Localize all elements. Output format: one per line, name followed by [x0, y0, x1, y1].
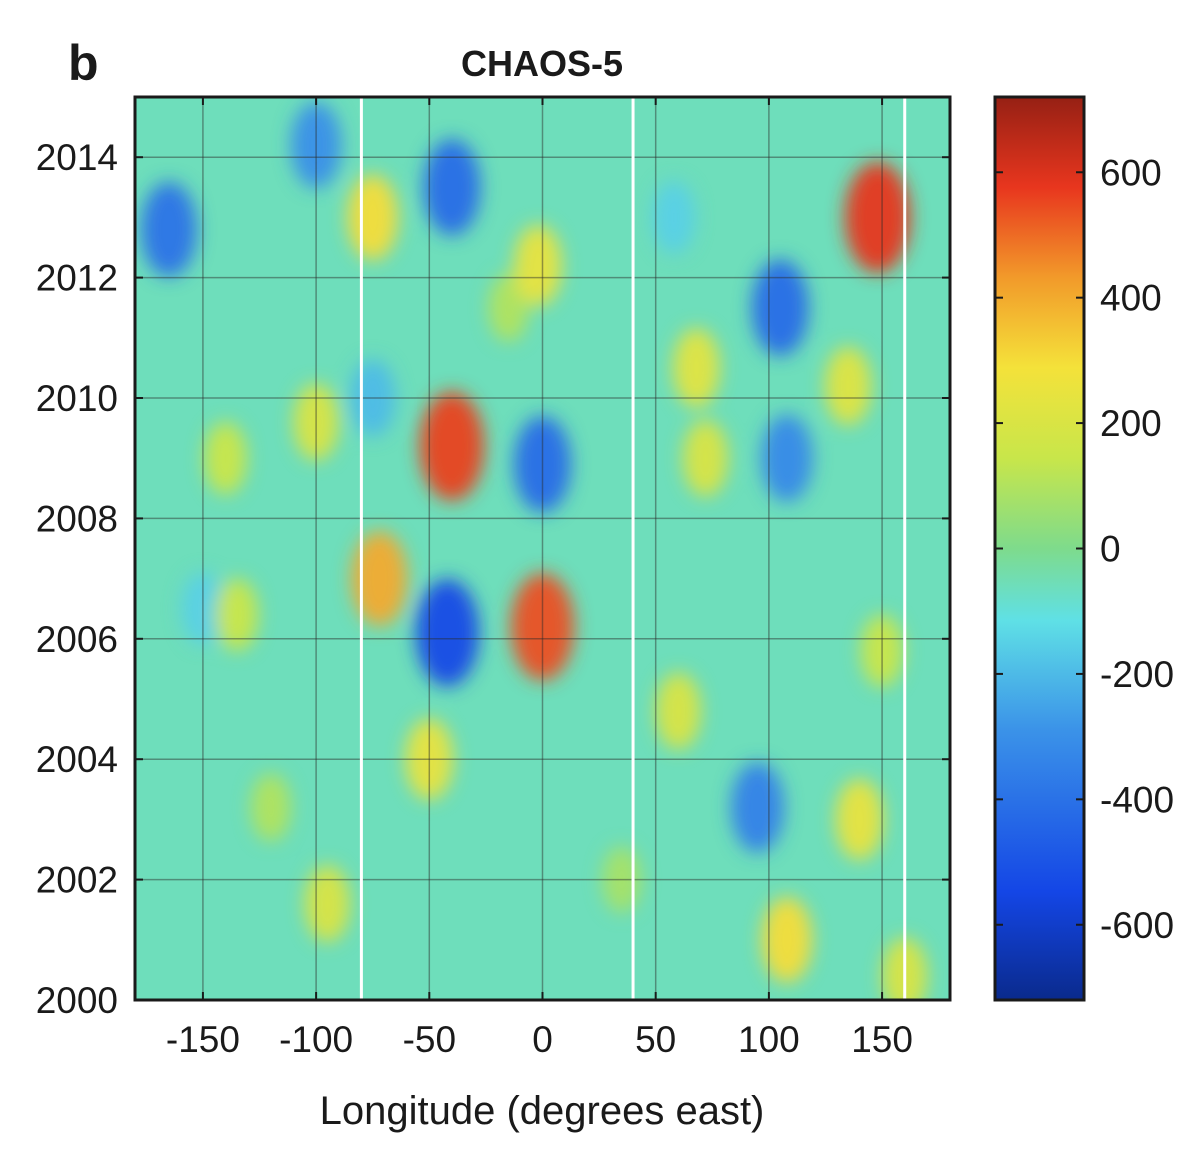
colorbar-tick-label: -600 [1100, 905, 1174, 946]
heatmap-blob [655, 672, 702, 750]
heatmap-blob [513, 415, 572, 513]
y-tick-label: 2000 [36, 980, 118, 1021]
x-tick-label: 100 [738, 1019, 800, 1060]
heatmap-blob [423, 138, 481, 236]
colorbar-tick-label: 200 [1100, 403, 1162, 444]
heatmap-blob [513, 224, 563, 307]
y-tick-label: 2002 [36, 860, 118, 901]
x-tick-label: 50 [635, 1019, 676, 1060]
heatmap-blob [672, 328, 720, 408]
colorbar-tick-label: -400 [1100, 779, 1174, 820]
y-tick-label: 2006 [36, 619, 118, 660]
heatmap-blob [652, 181, 696, 254]
heatmap-blob [835, 778, 884, 861]
colorbar-tick-label: -200 [1100, 654, 1174, 695]
heatmap-blob [347, 174, 399, 261]
colorbar-ticks: 600 400 200 0 -200 -400 -600 [995, 152, 1174, 946]
heatmap-blob [488, 273, 529, 342]
colorbar-tick-label: 600 [1100, 152, 1162, 193]
y-tick-label: 2010 [36, 378, 118, 419]
heatmap-blob [860, 614, 904, 688]
y-tick-label: 2008 [36, 498, 118, 539]
heatmap-blob [304, 865, 351, 943]
heatmap-blob [761, 896, 813, 983]
heatmap-blob [250, 773, 291, 842]
grid-lines [135, 97, 950, 1000]
heatmap-blob [215, 578, 259, 651]
heatmap-blob [730, 762, 785, 853]
heatmap-blob [602, 846, 642, 913]
heatmap-blob [844, 161, 911, 273]
x-tick-label: 150 [851, 1019, 913, 1060]
heatmap-blob [204, 421, 247, 495]
heatmap-area [135, 97, 950, 1000]
panel-label: b [68, 35, 99, 91]
heatmap-blob [824, 346, 872, 426]
y-tick-label: 2004 [36, 739, 118, 780]
x-tick-label: -150 [166, 1019, 240, 1060]
x-tick-label: -50 [403, 1019, 456, 1060]
heatmap-blob [419, 391, 485, 501]
heatmap-blob [405, 718, 454, 800]
heatmap-blob [761, 414, 813, 503]
heatmap-blob [293, 383, 339, 461]
x-tick-label: 0 [532, 1019, 553, 1060]
heatmap-blob [510, 573, 575, 681]
y-tick-label: 2014 [36, 137, 118, 178]
heatmap-blob [751, 259, 809, 357]
y-axis-ticks: 2000 2002 2004 2006 2008 2010 2012 2014 [36, 137, 950, 1021]
heatmap-blob [140, 181, 197, 277]
x-axis-label: Longitude (degrees east) [320, 1089, 765, 1133]
x-axis-ticks: -150 -100 -50 0 50 100 150 [166, 97, 913, 1060]
y-tick-label: 2012 [36, 258, 118, 299]
heatmap-blob [415, 579, 480, 687]
reference-lines [359, 97, 907, 1000]
x-tick-label: -100 [279, 1019, 353, 1060]
heatmap-blob [682, 419, 729, 497]
chart-title: CHAOS-5 [461, 43, 623, 84]
heatmap-blob [351, 531, 408, 627]
colorbar-tick-label: 400 [1100, 278, 1162, 319]
heatmap-blob [181, 572, 225, 645]
heatmap-blobs [140, 102, 928, 1000]
colorbar-tick-label: 0 [1100, 529, 1121, 570]
heatmap-blob [290, 102, 342, 189]
colorbar [993, 95, 1086, 1002]
